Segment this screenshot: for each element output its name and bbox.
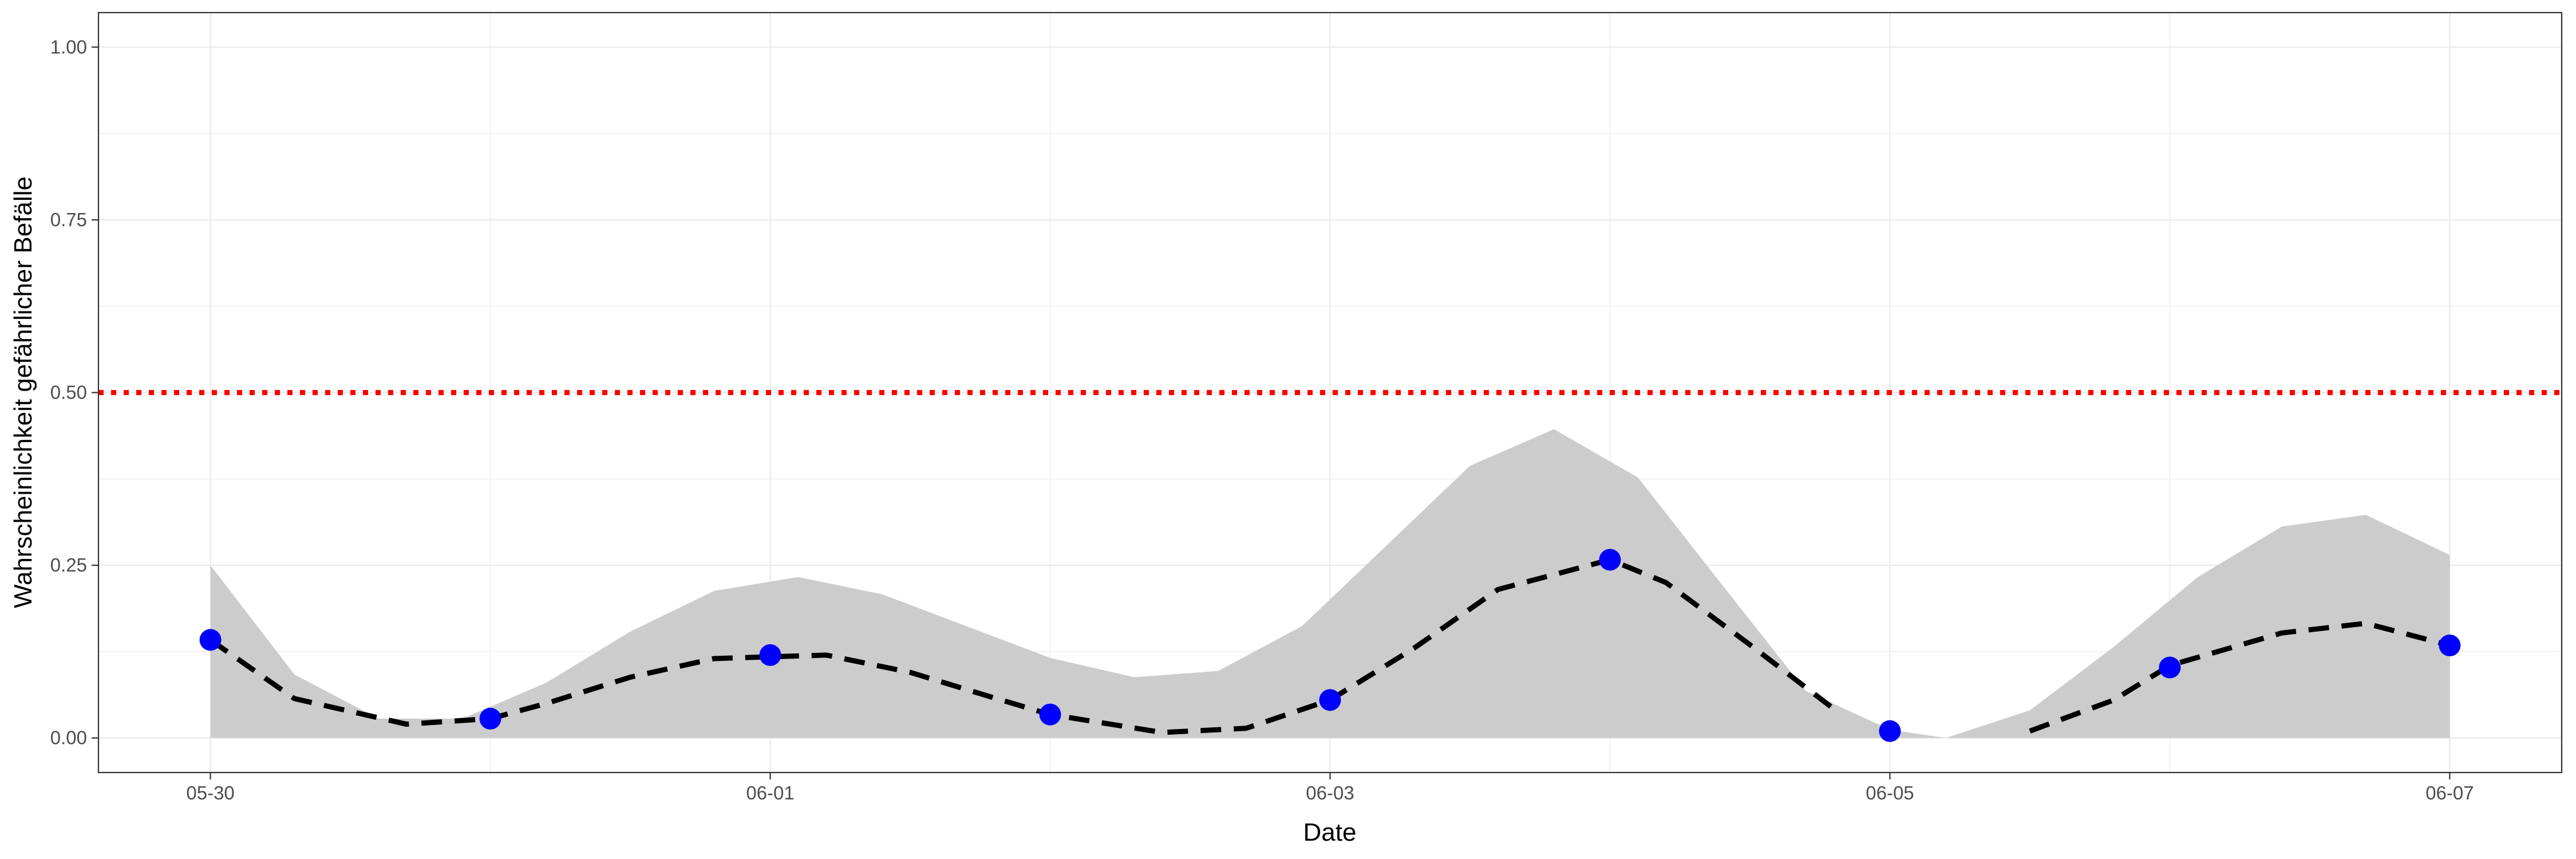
data-point <box>759 644 781 666</box>
y-tick-label: 0.75 <box>50 209 87 230</box>
x-tick-label: 06-05 <box>1866 782 1914 803</box>
x-tick-label: 06-01 <box>746 782 794 803</box>
series-line-segment <box>2029 620 2451 734</box>
point-layer <box>199 549 2461 742</box>
data-point <box>199 629 222 651</box>
data-point <box>479 707 501 730</box>
data-point <box>2159 656 2181 679</box>
data-point <box>1879 720 1901 742</box>
data-point <box>2439 635 2461 657</box>
x-tick-labels: 05-30 06-01 06-03 06-05 06-07 <box>186 782 2474 803</box>
y-tick-labels: 0.00 0.25 0.50 0.75 1.00 <box>50 36 87 748</box>
data-point <box>1319 689 1341 711</box>
y-tick-label: 0.00 <box>50 727 87 748</box>
x-axis-title: Date <box>1303 818 1357 846</box>
y-axis-title: Wahrscheinlichkeit gefährlicher Befälle <box>9 176 37 608</box>
data-point <box>1599 549 1621 571</box>
axis-ticks <box>92 46 2451 779</box>
y-tick-label: 0.25 <box>50 554 87 576</box>
x-tick-label: 06-07 <box>2425 782 2474 803</box>
data-point <box>1039 703 1061 726</box>
x-tick-label: 06-03 <box>1306 782 1354 803</box>
x-tick-label: 05-30 <box>186 782 234 803</box>
y-tick-label: 1.00 <box>50 36 87 57</box>
y-tick-label: 0.50 <box>50 382 87 403</box>
